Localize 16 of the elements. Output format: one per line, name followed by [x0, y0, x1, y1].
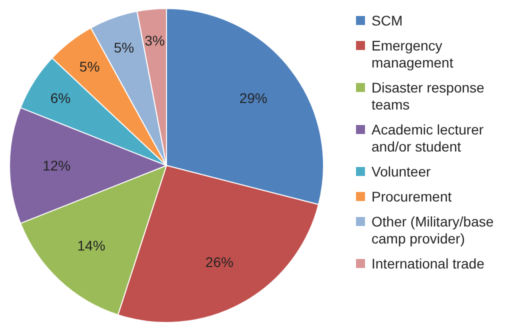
legend-label: SCM [372, 12, 403, 28]
data-label: 5% [79, 58, 100, 74]
legend-label: Disaster response teams [372, 80, 485, 112]
legend-label: International trade [372, 256, 485, 272]
data-label: 3% [144, 32, 165, 48]
data-label: 14% [77, 238, 106, 254]
legend-label: Emergency management [372, 38, 454, 70]
legend-label: Other (Military/base camp provider) [372, 214, 494, 246]
legend-label: Procurement [372, 188, 452, 204]
legend-label: Academic lecturer and/or student [372, 122, 484, 154]
legend-label: Volunteer [372, 164, 431, 180]
data-label: 26% [205, 254, 234, 270]
data-label: 6% [50, 90, 71, 106]
data-label: 29% [239, 90, 268, 106]
data-label: 12% [42, 158, 71, 174]
data-label: 5% [114, 39, 134, 56]
